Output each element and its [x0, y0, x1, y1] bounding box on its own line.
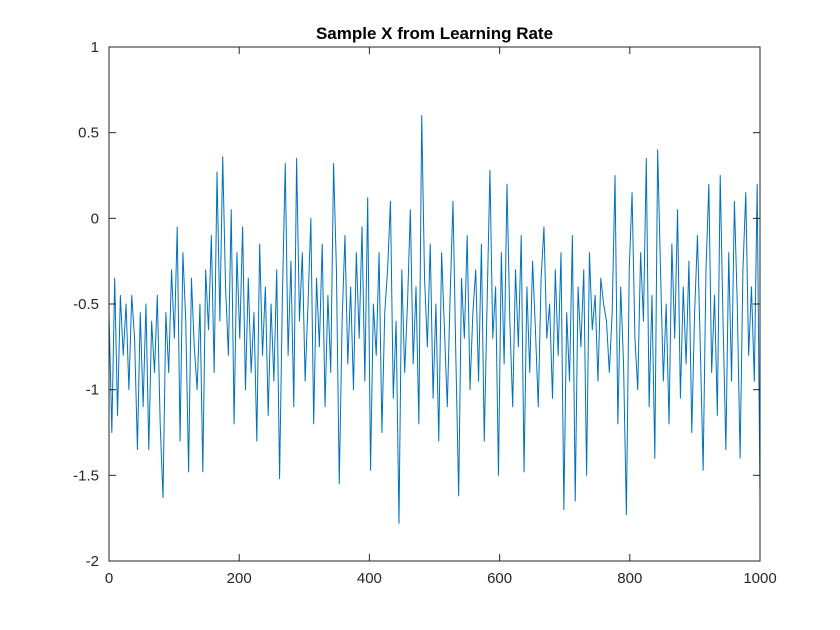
axes-box: [108, 46, 761, 562]
y-tick-label: -1.5: [73, 467, 99, 484]
y-tick-label: 0.5: [78, 125, 99, 142]
plot-area: [109, 47, 760, 561]
y-tick-label: 0: [91, 210, 99, 227]
chart-title: Sample X from Learning Rate: [316, 24, 553, 43]
x-tick-label: 400: [357, 570, 382, 587]
y-tick-label: -0.5: [73, 296, 99, 313]
x-tick-label: 600: [487, 570, 512, 587]
series-layer: [108, 115, 761, 524]
x-tick-label: 0: [105, 570, 113, 587]
y-axis-ticks: -2 -1.5 -1 -0.5 0 0.5 1: [73, 39, 760, 570]
x-tick-label: 200: [227, 570, 252, 587]
y-tick-label: 1: [91, 39, 99, 56]
series-line-1: [108, 115, 761, 524]
x-tick-label: 800: [617, 570, 642, 587]
y-tick-label: -1: [86, 382, 99, 399]
y-tick-label: -2: [86, 553, 99, 570]
x-tick-label: 1000: [743, 570, 776, 587]
